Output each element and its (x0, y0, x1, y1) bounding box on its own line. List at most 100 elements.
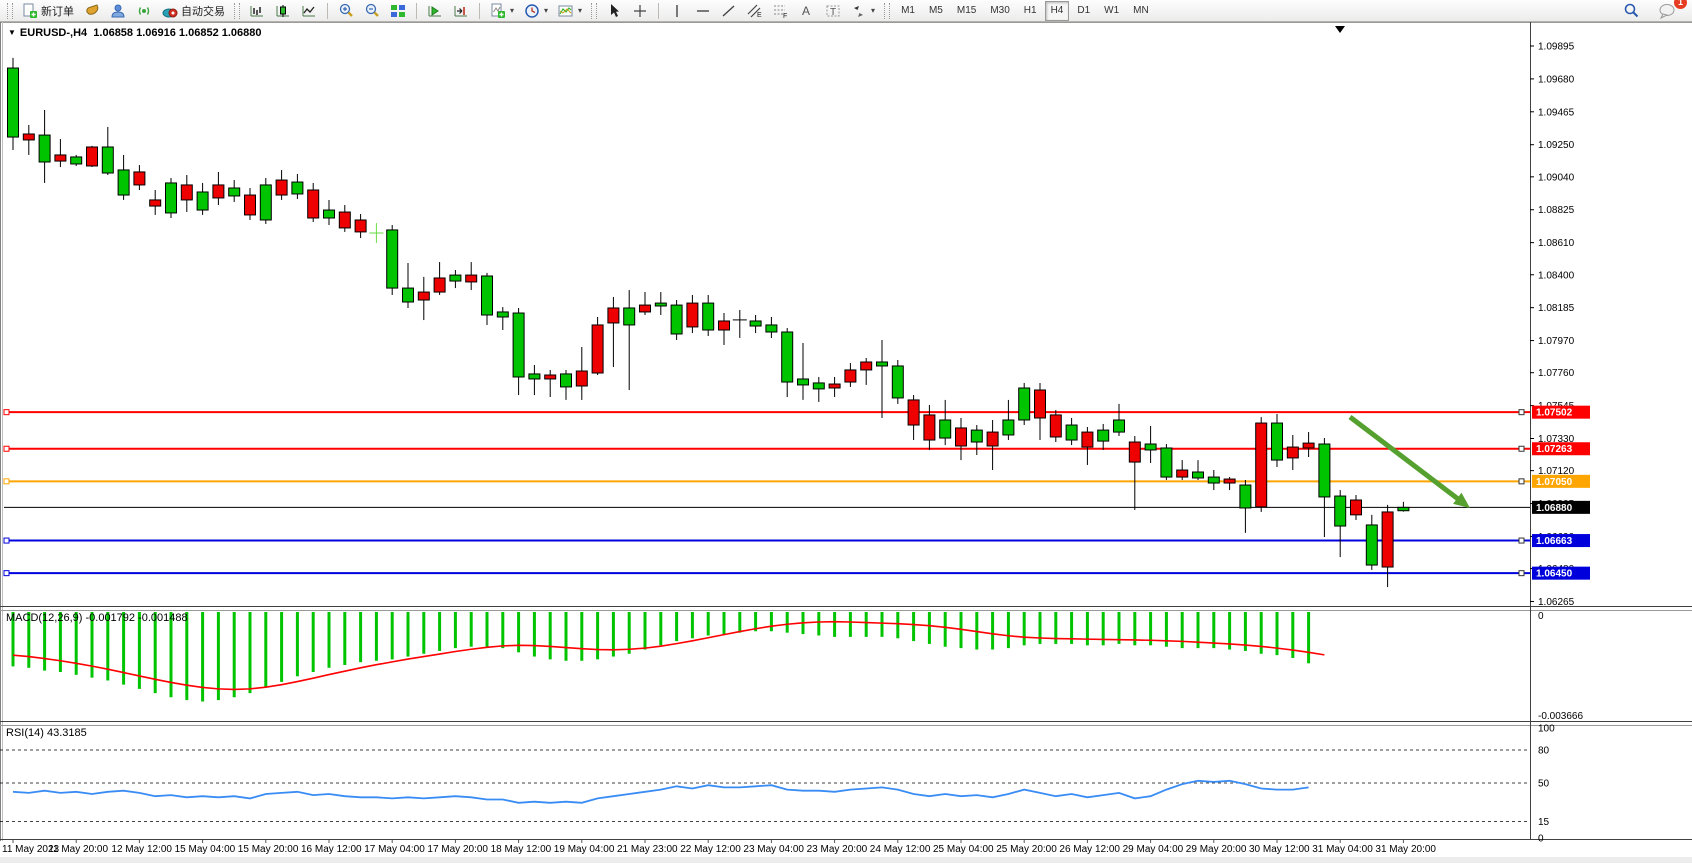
timeframe-button-mn[interactable]: MN (1133, 4, 1149, 16)
toolbar-grip[interactable] (884, 2, 891, 19)
candle (275, 169, 288, 200)
trend-arrow[interactable] (1348, 415, 1470, 508)
periods-button[interactable]: ▾ (520, 1, 552, 21)
cursor-button[interactable] (602, 1, 626, 21)
candle (433, 262, 446, 295)
timeframe-button-m5[interactable]: M5 (928, 4, 943, 16)
timeframe-button-d1[interactable]: D1 (1077, 4, 1091, 16)
new-order-button[interactable]: 新订单 (18, 1, 78, 21)
timeframe-button-h1[interactable]: H1 (1023, 4, 1037, 16)
search-button[interactable] (1619, 1, 1644, 21)
svg-text:29 May 04:00: 29 May 04:00 (1123, 844, 1184, 855)
toolbar-grip[interactable] (234, 2, 240, 19)
svg-text:1.07120: 1.07120 (1538, 466, 1575, 477)
svg-text:23 May 20:00: 23 May 20:00 (807, 844, 868, 855)
notification-badge: 1 (1674, 0, 1687, 9)
zoom-out-icon (365, 3, 379, 17)
candle (970, 425, 983, 456)
chart-shift-marker[interactable] (1335, 26, 1345, 33)
chart-menu-caret-icon[interactable]: ▼ (8, 28, 16, 37)
vertical-line-icon (676, 4, 678, 17)
zoom-out-button[interactable] (360, 1, 384, 21)
candle (117, 154, 130, 200)
vertical-line-button[interactable] (665, 1, 689, 21)
candle (1255, 417, 1268, 512)
text-button[interactable]: A (795, 1, 819, 21)
svg-text:50: 50 (1538, 779, 1550, 790)
signals-button[interactable] (132, 1, 156, 21)
toolbar-grip[interactable] (591, 2, 598, 19)
zoom-in-button[interactable] (334, 1, 358, 21)
svg-text:1.07050: 1.07050 (1536, 477, 1573, 488)
line-chart-button[interactable] (297, 1, 321, 21)
svg-text:1.07330: 1.07330 (1538, 434, 1575, 445)
hline-1.06663[interactable]: 1.06663 (3, 534, 1590, 548)
arrows-icon (854, 5, 864, 17)
crosshair-button[interactable] (628, 1, 652, 21)
channel-button[interactable]: E (743, 1, 767, 21)
rsi-line (12, 779, 1309, 804)
notifications-button[interactable]: 1 (1654, 0, 1687, 21)
clock-icon (525, 3, 539, 18)
timeframe-button-m15[interactable]: M15 (956, 4, 977, 16)
candle (1350, 494, 1362, 521)
horizontal-line-button[interactable] (691, 1, 715, 21)
trendline-button[interactable] (717, 1, 741, 21)
hline-1.07050[interactable]: 1.07050 (3, 474, 1590, 488)
svg-text:15 May 04:00: 15 May 04:00 (175, 844, 236, 855)
indicators-button[interactable]: ▾ (486, 1, 518, 21)
candle (623, 290, 636, 390)
hline-1.06880[interactable]: 1.06880 (4, 500, 1590, 514)
horizontal-line-icon (697, 9, 710, 12)
templates-button[interactable]: ▾ (554, 1, 586, 21)
hline-1.07502[interactable]: 1.07502 (3, 405, 1590, 419)
zoom-in-icon (339, 3, 353, 17)
toolbar-grip[interactable] (7, 2, 13, 19)
market-button[interactable] (80, 1, 104, 21)
candle (1097, 423, 1110, 450)
candle (496, 307, 509, 331)
svg-text:26 May 12:00: 26 May 12:00 (1059, 844, 1120, 855)
candle (417, 276, 430, 321)
timeframe-button-h4[interactable]: H4 (1044, 0, 1070, 21)
price-badge-1.06663 (1532, 534, 1590, 548)
svg-text:25 May 04:00: 25 May 04:00 (933, 844, 994, 855)
candle (1049, 410, 1062, 443)
timeframe-button-w1[interactable]: W1 (1104, 4, 1120, 16)
candle (1176, 460, 1189, 480)
bar-chart-button[interactable] (245, 1, 269, 21)
candle (7, 57, 19, 151)
svg-text:1.07970: 1.07970 (1538, 336, 1575, 347)
arrows-button[interactable]: ▾ (847, 1, 879, 21)
chevron-down-icon: ▾ (544, 6, 549, 15)
line-chart-icon (302, 5, 315, 16)
timeframe-button-m30[interactable]: M30 (990, 4, 1010, 16)
candle (860, 358, 873, 385)
fibonacci-button[interactable]: F (769, 1, 793, 21)
svg-text:1.06880: 1.06880 (1536, 503, 1573, 514)
profile-button[interactable] (106, 1, 130, 21)
candlesticks (7, 57, 1410, 588)
auto-trading-button[interactable]: 自动交易 (158, 1, 229, 21)
candle (196, 182, 209, 215)
candle (323, 199, 335, 226)
candlestick-button[interactable] (271, 1, 295, 21)
new-order-icon (23, 3, 37, 18)
candle (449, 270, 462, 289)
timeframe-button-m1[interactable]: M1 (901, 4, 915, 16)
candle (165, 178, 177, 218)
svg-text:15: 15 (1538, 817, 1550, 828)
tile-windows-button[interactable] (386, 1, 410, 21)
chart-shift-button[interactable] (449, 1, 473, 21)
label-button[interactable]: T (821, 1, 845, 21)
candle (101, 126, 114, 175)
new-order-label: 新订单 (41, 5, 74, 18)
chart-shift-icon (454, 5, 467, 16)
auto-scroll-button[interactable] (423, 1, 447, 21)
hline-1.06450[interactable]: 1.06450 (3, 566, 1590, 580)
svg-text:29 May 20:00: 29 May 20:00 (1186, 844, 1247, 855)
svg-text:100: 100 (1538, 724, 1555, 735)
